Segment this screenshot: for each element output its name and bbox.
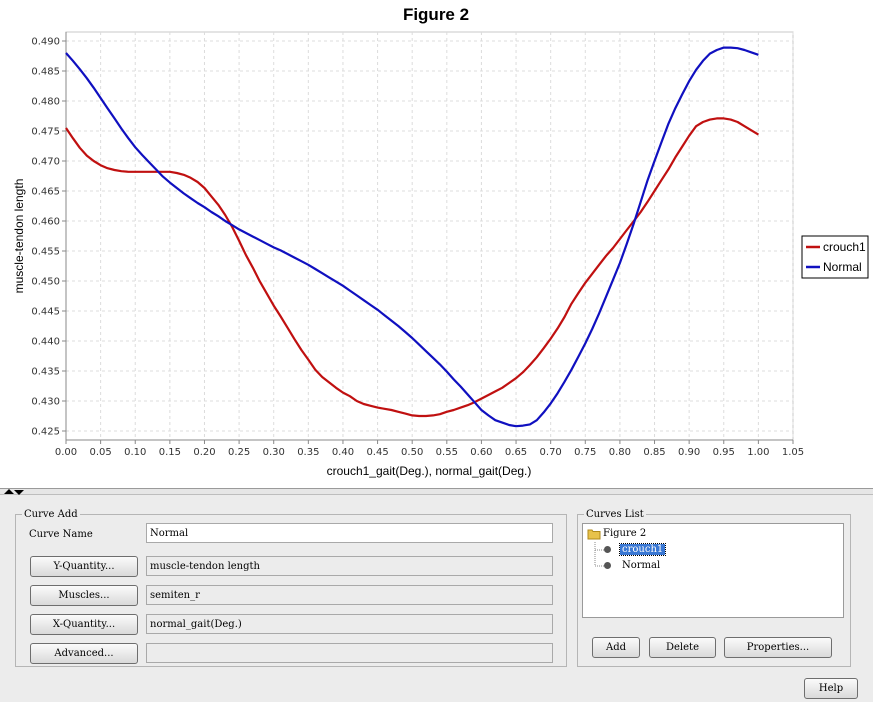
chart-title: Figure 2 xyxy=(403,5,469,24)
y-tick-label: 0.450 xyxy=(31,277,60,288)
x-tick-label: 0.90 xyxy=(678,447,700,458)
x-tick-label: 1.05 xyxy=(782,447,804,458)
y-tick-label: 0.430 xyxy=(31,397,60,408)
y-tick-label: 0.435 xyxy=(31,367,60,378)
delete-button[interactable]: Delete xyxy=(649,637,716,658)
add-button[interactable]: Add xyxy=(592,637,640,658)
y-tick-label: 0.425 xyxy=(31,427,60,438)
curve-item-crouch1[interactable]: crouch1 xyxy=(618,543,667,556)
tree-root-label[interactable]: Figure 2 xyxy=(603,528,647,539)
y-tick-label: 0.465 xyxy=(31,187,60,198)
curves-list-group: Curves List xyxy=(577,509,851,667)
y-quantity-field: muscle-tendon length xyxy=(146,556,553,576)
x-tick-label: 0.35 xyxy=(297,447,319,458)
curve-name-input[interactable]: Normal xyxy=(146,523,553,543)
legend: crouch1 Normal xyxy=(801,235,869,279)
x-tick-label: 0.85 xyxy=(643,447,665,458)
legend-box xyxy=(801,235,869,279)
x-tick-label: 0.05 xyxy=(89,447,111,458)
x-tick-label: 0.80 xyxy=(609,447,631,458)
curve-add-group: Curve Add xyxy=(15,509,567,667)
x-tick-label: 0.40 xyxy=(332,447,354,458)
curves-list-legend: Curves List xyxy=(586,509,644,520)
advanced-field xyxy=(146,643,553,663)
series-line-crouch1 xyxy=(65,117,759,418)
x-tick-label: 0.45 xyxy=(366,447,388,458)
tree-connectors xyxy=(594,542,605,567)
x-tick-label: 0.10 xyxy=(124,447,146,458)
y-tick-label: 0.445 xyxy=(31,307,60,318)
series-line-normal xyxy=(65,46,759,428)
muscles-button[interactable]: Muscles... xyxy=(30,585,138,606)
x-tick-label: 0.00 xyxy=(55,447,77,458)
x-tick-label: 0.30 xyxy=(263,447,285,458)
line-chart: Figure 2 0.00 0.05 0.10 0.15 0.20 0.25 0.30 0.3… xyxy=(12,5,869,478)
tree-node-bullet-icon xyxy=(604,546,611,553)
y-tick-label: 0.455 xyxy=(31,247,60,258)
expand-up-icon[interactable] xyxy=(4,489,14,494)
legend-label-normal: Normal xyxy=(823,260,862,274)
folder-icon xyxy=(587,529,601,540)
y-tick-label: 0.475 xyxy=(31,127,60,138)
muscles-field: semiten_r xyxy=(146,585,553,605)
x-tick-label: 0.25 xyxy=(228,447,250,458)
properties-button[interactable]: Properties... xyxy=(724,637,832,658)
x-tick-label: 0.55 xyxy=(436,447,458,458)
advanced-button[interactable]: Advanced... xyxy=(30,643,138,664)
series-lines xyxy=(65,46,759,428)
y-tick-label: 0.490 xyxy=(31,37,60,48)
x-tick-label: 0.70 xyxy=(540,447,562,458)
grid xyxy=(65,32,794,440)
x-tick-label: 0.75 xyxy=(574,447,596,458)
x-tick-label: 0.15 xyxy=(159,447,181,458)
x-tick-label: 0.20 xyxy=(193,447,215,458)
y-axis-label: muscle-tendon length xyxy=(12,179,26,294)
plot-area xyxy=(65,31,794,441)
axes: 0.00 0.05 0.10 0.15 0.20 0.25 0.30 0.35 0.40 0.45… xyxy=(31,32,804,458)
legend-label-crouch1: crouch1 xyxy=(823,240,866,254)
x-axis-label: crouch1_gait(Deg.), normal_gait(Deg.) xyxy=(327,464,532,478)
curve-name-label: Curve Name xyxy=(29,529,93,540)
curve-add-legend: Curve Add xyxy=(24,509,78,520)
x-quantity-button[interactable]: X-Quantity... xyxy=(30,614,138,635)
curves-tree[interactable]: Figure 2 crouch1 Normal xyxy=(582,523,844,618)
x-tick-label: 0.50 xyxy=(401,447,423,458)
y-tick-label: 0.460 xyxy=(31,217,60,228)
split-pane-divider[interactable] xyxy=(0,488,873,495)
y-tick-label: 0.480 xyxy=(31,97,60,108)
x-tick-label: 1.00 xyxy=(747,447,769,458)
collapse-down-icon[interactable] xyxy=(14,490,24,495)
y-quantity-button[interactable]: Y-Quantity... xyxy=(30,556,138,577)
help-button[interactable]: Help xyxy=(804,678,858,699)
x-tick-label: 0.95 xyxy=(713,447,735,458)
y-tick-label: 0.470 xyxy=(31,157,60,168)
x-tick-label: 0.60 xyxy=(470,447,492,458)
y-tick-label: 0.440 xyxy=(31,337,60,348)
tree-node-bullet-icon xyxy=(604,562,611,569)
x-tick-label: 0.65 xyxy=(505,447,527,458)
x-quantity-field: normal_gait(Deg.) xyxy=(146,614,553,634)
chart-panel: Figure 2 0.00 0.05 0.10 0.15 0.20 0.25 0.30 0.3… xyxy=(0,0,873,488)
curve-item-normal[interactable]: Normal xyxy=(622,560,661,571)
y-tick-label: 0.485 xyxy=(31,67,60,78)
